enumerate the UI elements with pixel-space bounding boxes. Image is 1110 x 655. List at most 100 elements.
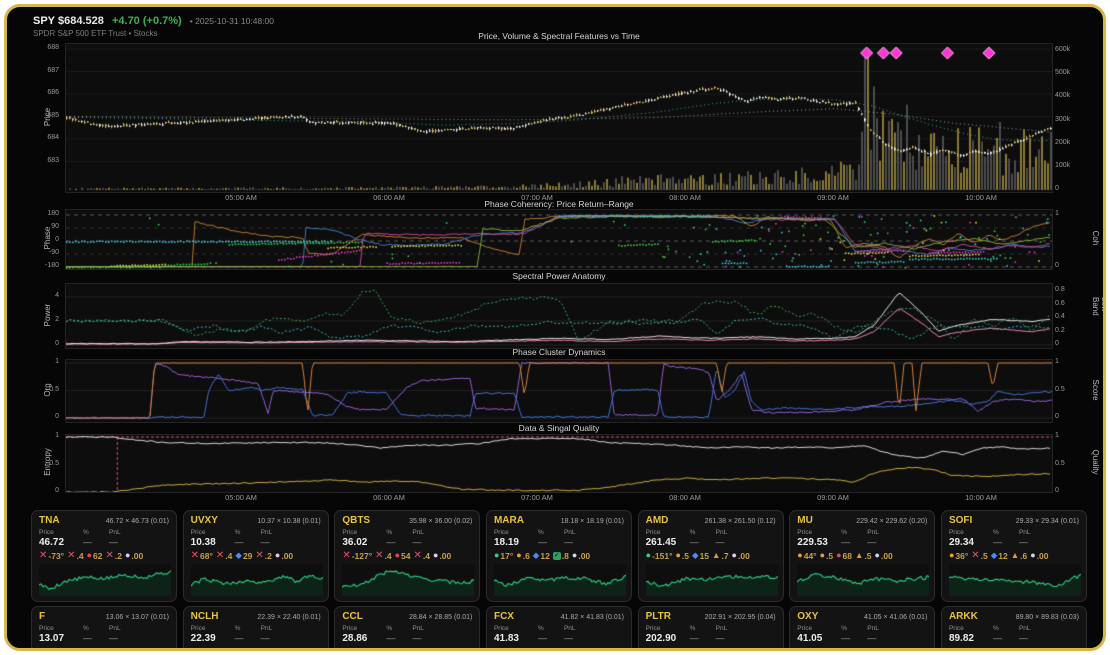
header: SPY $684.528 +4.70 (+0.7%) • 2025-10-31 1…: [33, 15, 274, 38]
phase-panel-title: Phase Coherency: Price Return–Range: [484, 199, 634, 209]
badge-value: .5: [826, 550, 834, 561]
card-pnl: —: [715, 633, 725, 643]
card-field-values: 229.53 — —: [797, 537, 927, 548]
axis-tick: 0: [1055, 340, 1059, 347]
card-field-label: PnL: [109, 529, 121, 536]
card-percent: —: [234, 537, 244, 547]
ticker-card-f[interactable]: F 13.06 × 13.07 (0.01) Price% PnL 13.07 —…: [31, 606, 177, 648]
green-dot-icon: ●: [645, 550, 652, 560]
ticker-card-mu[interactable]: MU 229.42 × 229.62 (0.20) Price% PnL 229.…: [789, 510, 936, 602]
card-indicator-badges: ● 17° ● .6 ◆ 12 ✓ .8 ● .00: [494, 550, 624, 561]
card-bid-ask-quote: 41.05 × 41.06 (0.01): [864, 614, 928, 621]
card-bid-ask-quote: 41.82 × 41.83 (0.01): [560, 614, 624, 621]
axis-tick: 500k: [1055, 69, 1071, 77]
power-chart-canvas[interactable]: [65, 283, 1053, 349]
phase-y-ticks: 180 90 0 -90 -180: [31, 201, 61, 271]
lavender-dot-icon: ●: [1030, 550, 1036, 560]
price-y-ticks: 688 687 686 685 684 683: [31, 33, 61, 209]
card-price: 22.39: [190, 633, 216, 644]
phase-chart-canvas[interactable]: [65, 209, 1053, 270]
card-price: 46.72: [39, 537, 65, 548]
indicator-badge: ◆ 29: [235, 551, 252, 561]
indicator-badge: ● 17°: [494, 551, 513, 561]
card-field-label: PnL: [715, 529, 728, 536]
axis-tick: 1: [55, 432, 59, 439]
card-field-values: 89.82 — —: [949, 633, 1079, 644]
card-indicator-badges: [797, 646, 927, 648]
time-axis-tick: 07:00 AM: [521, 493, 553, 502]
card-field-labels: Price% PnL: [949, 529, 1079, 536]
card-field-values: 46.72 — —: [39, 537, 169, 548]
card-field-label: Price: [797, 529, 813, 536]
axis-tick: 1: [1055, 432, 1059, 439]
card-percent: —: [841, 633, 851, 643]
axis-tick: -180: [44, 262, 59, 269]
card-symbol: UVXY: [190, 515, 218, 526]
indicator-badge: ✕ .4: [216, 551, 232, 561]
ticker-card-amd[interactable]: AMD 261.38 × 261.50 (0.12) Price% PnL 261…: [637, 510, 784, 602]
card-symbol: NCLH: [190, 611, 219, 622]
ticker-card-sofi[interactable]: SOFI 29.33 × 29.34 (0.01) Price% PnL 29.3…: [940, 510, 1087, 602]
axis-tick: 1: [1055, 358, 1059, 365]
card-symbol: MU: [797, 515, 813, 526]
card-bid-ask-quote: 28.84 × 28.85 (0.01): [409, 614, 473, 621]
diamond-icon: ◆: [532, 550, 540, 560]
badge-value: 36°: [955, 550, 969, 561]
ticker-card-arkk[interactable]: ARKK 89.80 × 89.83 (0.03) Price% PnL 89.8…: [940, 606, 1087, 648]
cross-icon: ✕: [971, 550, 980, 561]
card-field-labels: Price% PnL: [949, 625, 1079, 632]
badge-value: 12: [998, 550, 1008, 561]
axis-tick: 0.5: [1055, 385, 1065, 393]
card-field-label: Price: [39, 625, 54, 632]
indicator-badge: ✕ .5: [971, 551, 987, 561]
card-percent: —: [83, 633, 92, 643]
ticker-card-pltr[interactable]: PLTR 202.91 × 202.95 (0.04) Price% PnL 20…: [637, 606, 784, 648]
axis-tick: 0.2: [1055, 326, 1065, 334]
card-field-labels: Price% PnL: [494, 625, 624, 632]
indicator-badge: ✕ -127°: [342, 551, 372, 561]
card-price: 18.19: [493, 537, 519, 548]
card-field-label: Price: [645, 625, 661, 632]
indicator-badge: ▲ .7: [712, 551, 729, 561]
card-field-labels: Price% PnL: [191, 625, 321, 632]
time-axis-tick: 06:00 AM: [373, 193, 405, 202]
indicator-badge: ● 62: [87, 551, 103, 561]
card-price: 261.45: [645, 537, 677, 548]
ticker-card-oxy[interactable]: OXY 41.05 × 41.06 (0.01) Price% PnL 41.05…: [789, 606, 936, 648]
indicator-badge: ● -151°: [646, 551, 673, 561]
card-header: SOFI 29.33 × 29.34 (0.01): [949, 515, 1079, 526]
quality-chart-canvas[interactable]: [65, 434, 1053, 493]
axis-tick: 683: [47, 156, 59, 164]
time-axis-tick: 10:00 AM: [965, 493, 997, 502]
org-chart-canvas[interactable]: [65, 359, 1053, 423]
card-bid-ask-quote: 10.37 × 10.38 (0.01): [257, 518, 321, 525]
yellow-dot-icon: ●: [516, 550, 522, 560]
card-header: F 13.06 × 13.07 (0.01): [39, 611, 169, 622]
ticker-card-ccl[interactable]: CCL 28.84 × 28.85 (0.01) Price% PnL 28.86…: [334, 606, 481, 648]
time-axis-tick: 09:00 AM: [817, 193, 849, 202]
ticker-card-tna[interactable]: TNA 46.72 × 46.73 (0.01) Price% PnL 46.72…: [31, 510, 177, 602]
ticker-card-uvxy[interactable]: UVXY 10.37 × 10.38 (0.01) Price% PnL 10.3…: [182, 510, 329, 602]
card-sparkline: [645, 564, 778, 596]
card-field-label: %: [386, 529, 393, 536]
indicator-badge: ◆ 12: [533, 551, 550, 561]
axis-tick: 0: [55, 236, 59, 243]
card-field-label: PnL: [867, 529, 879, 536]
card-field-labels: Price% PnL: [342, 529, 472, 536]
card-field-labels: Price% PnL: [797, 625, 927, 632]
card-pnl: —: [412, 537, 422, 547]
card-field-labels: Price% PnL: [494, 529, 624, 536]
ticker-card-fcx[interactable]: FCX 41.82 × 41.83 (0.01) Price% PnL 41.83…: [485, 606, 632, 648]
diamond-icon: ◆: [235, 550, 242, 560]
card-symbol: TNA: [39, 515, 60, 526]
ticker-card-mara[interactable]: MARA 18.18 × 18.19 (0.01) Price% PnL 18.1…: [485, 510, 632, 602]
ticker-card-nclh[interactable]: NCLH 22.39 × 22.40 (0.01) Price% PnL 22.3…: [182, 606, 329, 648]
indicator-badge: ✕ .4: [67, 551, 83, 561]
ticker-card-qbts[interactable]: QBTS 35.98 × 36.00 (0.02) Price% PnL 36.0…: [334, 510, 481, 602]
badge-value: .00: [439, 550, 452, 561]
price-chart-canvas[interactable]: [65, 43, 1053, 193]
badge-value: .4: [384, 550, 392, 561]
card-symbol: FCX: [493, 611, 514, 622]
card-sparkline: [797, 564, 930, 596]
